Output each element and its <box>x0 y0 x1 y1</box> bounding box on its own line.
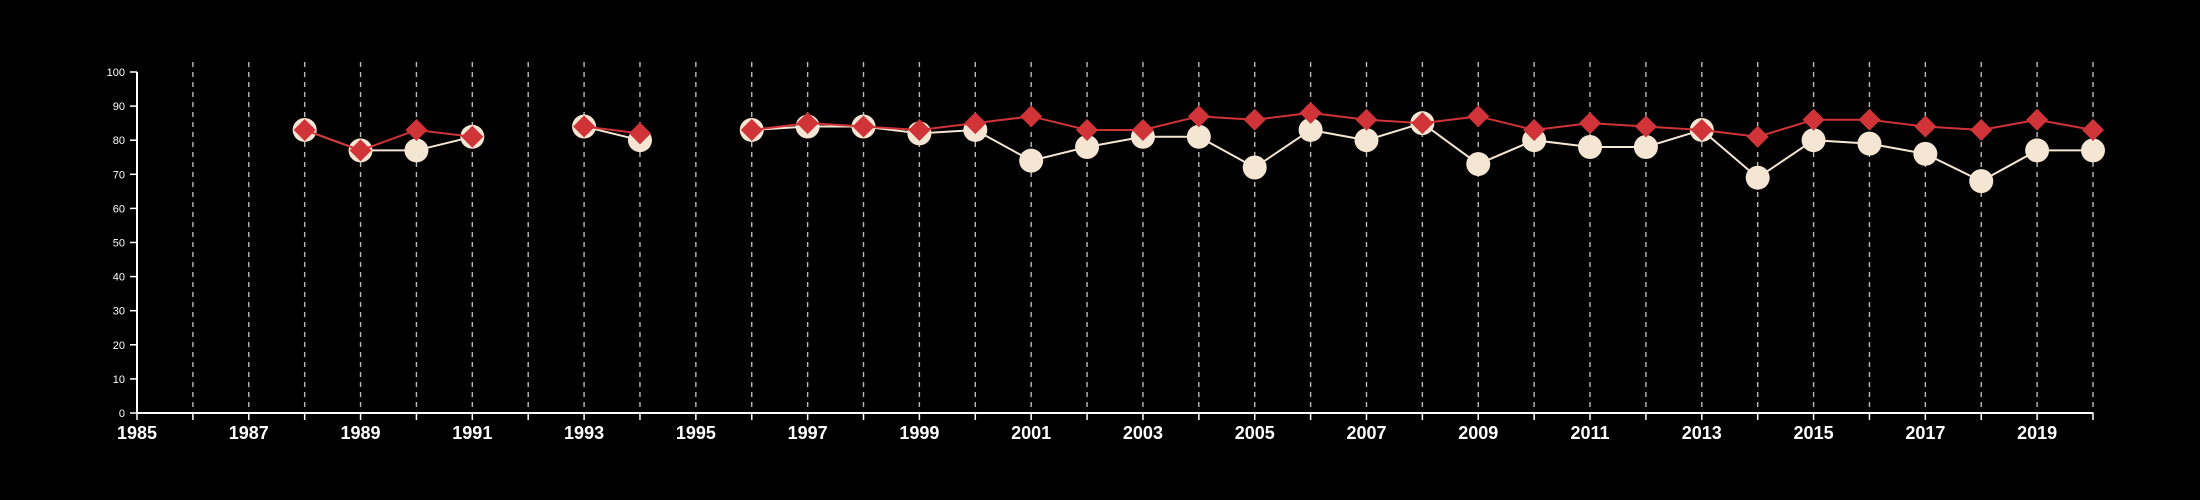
data-point-circle <box>1969 169 1994 194</box>
y-tick-label: 60 <box>113 203 125 215</box>
data-point-diamond <box>1187 105 1210 128</box>
data-point-circle <box>1466 152 1491 177</box>
data-point-circle <box>1354 128 1379 153</box>
data-point-circle <box>1857 131 1882 156</box>
data-point-circle <box>1745 165 1770 190</box>
data-point-circle <box>1578 135 1603 160</box>
x-tick-label: 2005 <box>1235 423 1275 443</box>
y-tick-label: 20 <box>113 340 125 352</box>
y-tick-label: 30 <box>113 306 125 318</box>
grid <box>192 62 2094 413</box>
y-tick-label: 80 <box>113 135 125 147</box>
x-tick-label: 2017 <box>1905 423 1945 443</box>
data-point-diamond <box>461 125 484 148</box>
data-point-diamond <box>1914 115 1937 138</box>
data-point-circle <box>2081 138 2105 163</box>
data-point-circle <box>1913 141 1938 166</box>
y-tick-label: 50 <box>113 238 125 250</box>
data-point-diamond <box>852 115 875 138</box>
x-tick-label: 1995 <box>676 423 716 443</box>
x-tick-label: 1985 <box>117 423 157 443</box>
x-tick-label: 1993 <box>564 423 604 443</box>
data-point-diamond <box>628 122 651 145</box>
series-layer <box>292 101 2105 194</box>
data-point-diamond <box>1131 118 1154 141</box>
data-point-circle <box>1633 135 1658 160</box>
data-point-circle <box>1019 148 1044 173</box>
data-point-diamond <box>1299 101 1322 124</box>
data-point-diamond <box>964 112 987 135</box>
data-point-diamond <box>405 118 428 141</box>
data-point-circle <box>1075 135 1100 160</box>
x-tick-label: 2007 <box>1346 423 1386 443</box>
data-point-diamond <box>740 118 763 141</box>
data-point-diamond <box>1523 118 1546 141</box>
data-point-diamond <box>796 112 819 135</box>
series-diamond <box>293 101 2104 162</box>
axes: 0 10 20 30 40 50 60 70 80 90 100 1985 1987 1989 1991 19… <box>107 67 2094 443</box>
data-point-diamond <box>2026 108 2049 131</box>
data-point-diamond <box>1970 118 1993 141</box>
data-point-diamond <box>1467 105 1490 128</box>
data-point-diamond <box>908 118 931 141</box>
x-tick-label: 2009 <box>1458 423 1498 443</box>
data-point-circle <box>1801 128 1826 153</box>
data-point-diamond <box>1858 108 1881 131</box>
x-tick-label: 1999 <box>899 423 939 443</box>
x-tick-label: 1987 <box>229 423 269 443</box>
y-tick-label: 90 <box>113 101 125 113</box>
y-tick-label: 10 <box>113 374 125 386</box>
data-point-diamond <box>293 118 316 141</box>
data-point-circle <box>1186 124 1211 149</box>
x-tick-label: 1997 <box>788 423 828 443</box>
data-point-diamond <box>349 139 372 162</box>
data-point-diamond <box>2082 118 2104 141</box>
data-point-diamond <box>1355 108 1378 131</box>
data-point-diamond <box>573 115 596 138</box>
x-tick-label: 1991 <box>452 423 492 443</box>
data-point-circle <box>1298 117 1323 142</box>
x-tick-label: 1989 <box>341 423 381 443</box>
y-tick-label: 100 <box>107 67 125 79</box>
x-tick-label: 2015 <box>1794 423 1834 443</box>
x-tick-label: 2019 <box>2017 423 2057 443</box>
data-point-circle <box>404 138 429 163</box>
data-point-diamond <box>1634 115 1657 138</box>
x-tick-label: 2013 <box>1682 423 1722 443</box>
data-point-diamond <box>1579 112 1602 135</box>
data-point-diamond <box>1076 118 1099 141</box>
x-tick-label: 2011 <box>1570 423 1609 443</box>
data-point-circle <box>1242 155 1267 180</box>
y-tick-label: 0 <box>119 408 125 420</box>
y-tick-label: 70 <box>113 169 125 181</box>
data-point-diamond <box>1020 105 1043 128</box>
series-line <box>304 128 473 152</box>
data-point-diamond <box>1802 108 1825 131</box>
data-point-diamond <box>1690 118 1713 141</box>
x-tick-label: 2003 <box>1123 423 1163 443</box>
x-tick-label: 2001 <box>1011 423 1051 443</box>
y-tick-label: 40 <box>113 272 125 284</box>
data-point-diamond <box>1243 108 1266 131</box>
data-point-diamond <box>1411 112 1434 135</box>
data-point-diamond <box>1746 125 1769 148</box>
data-point-circle <box>2025 138 2050 163</box>
